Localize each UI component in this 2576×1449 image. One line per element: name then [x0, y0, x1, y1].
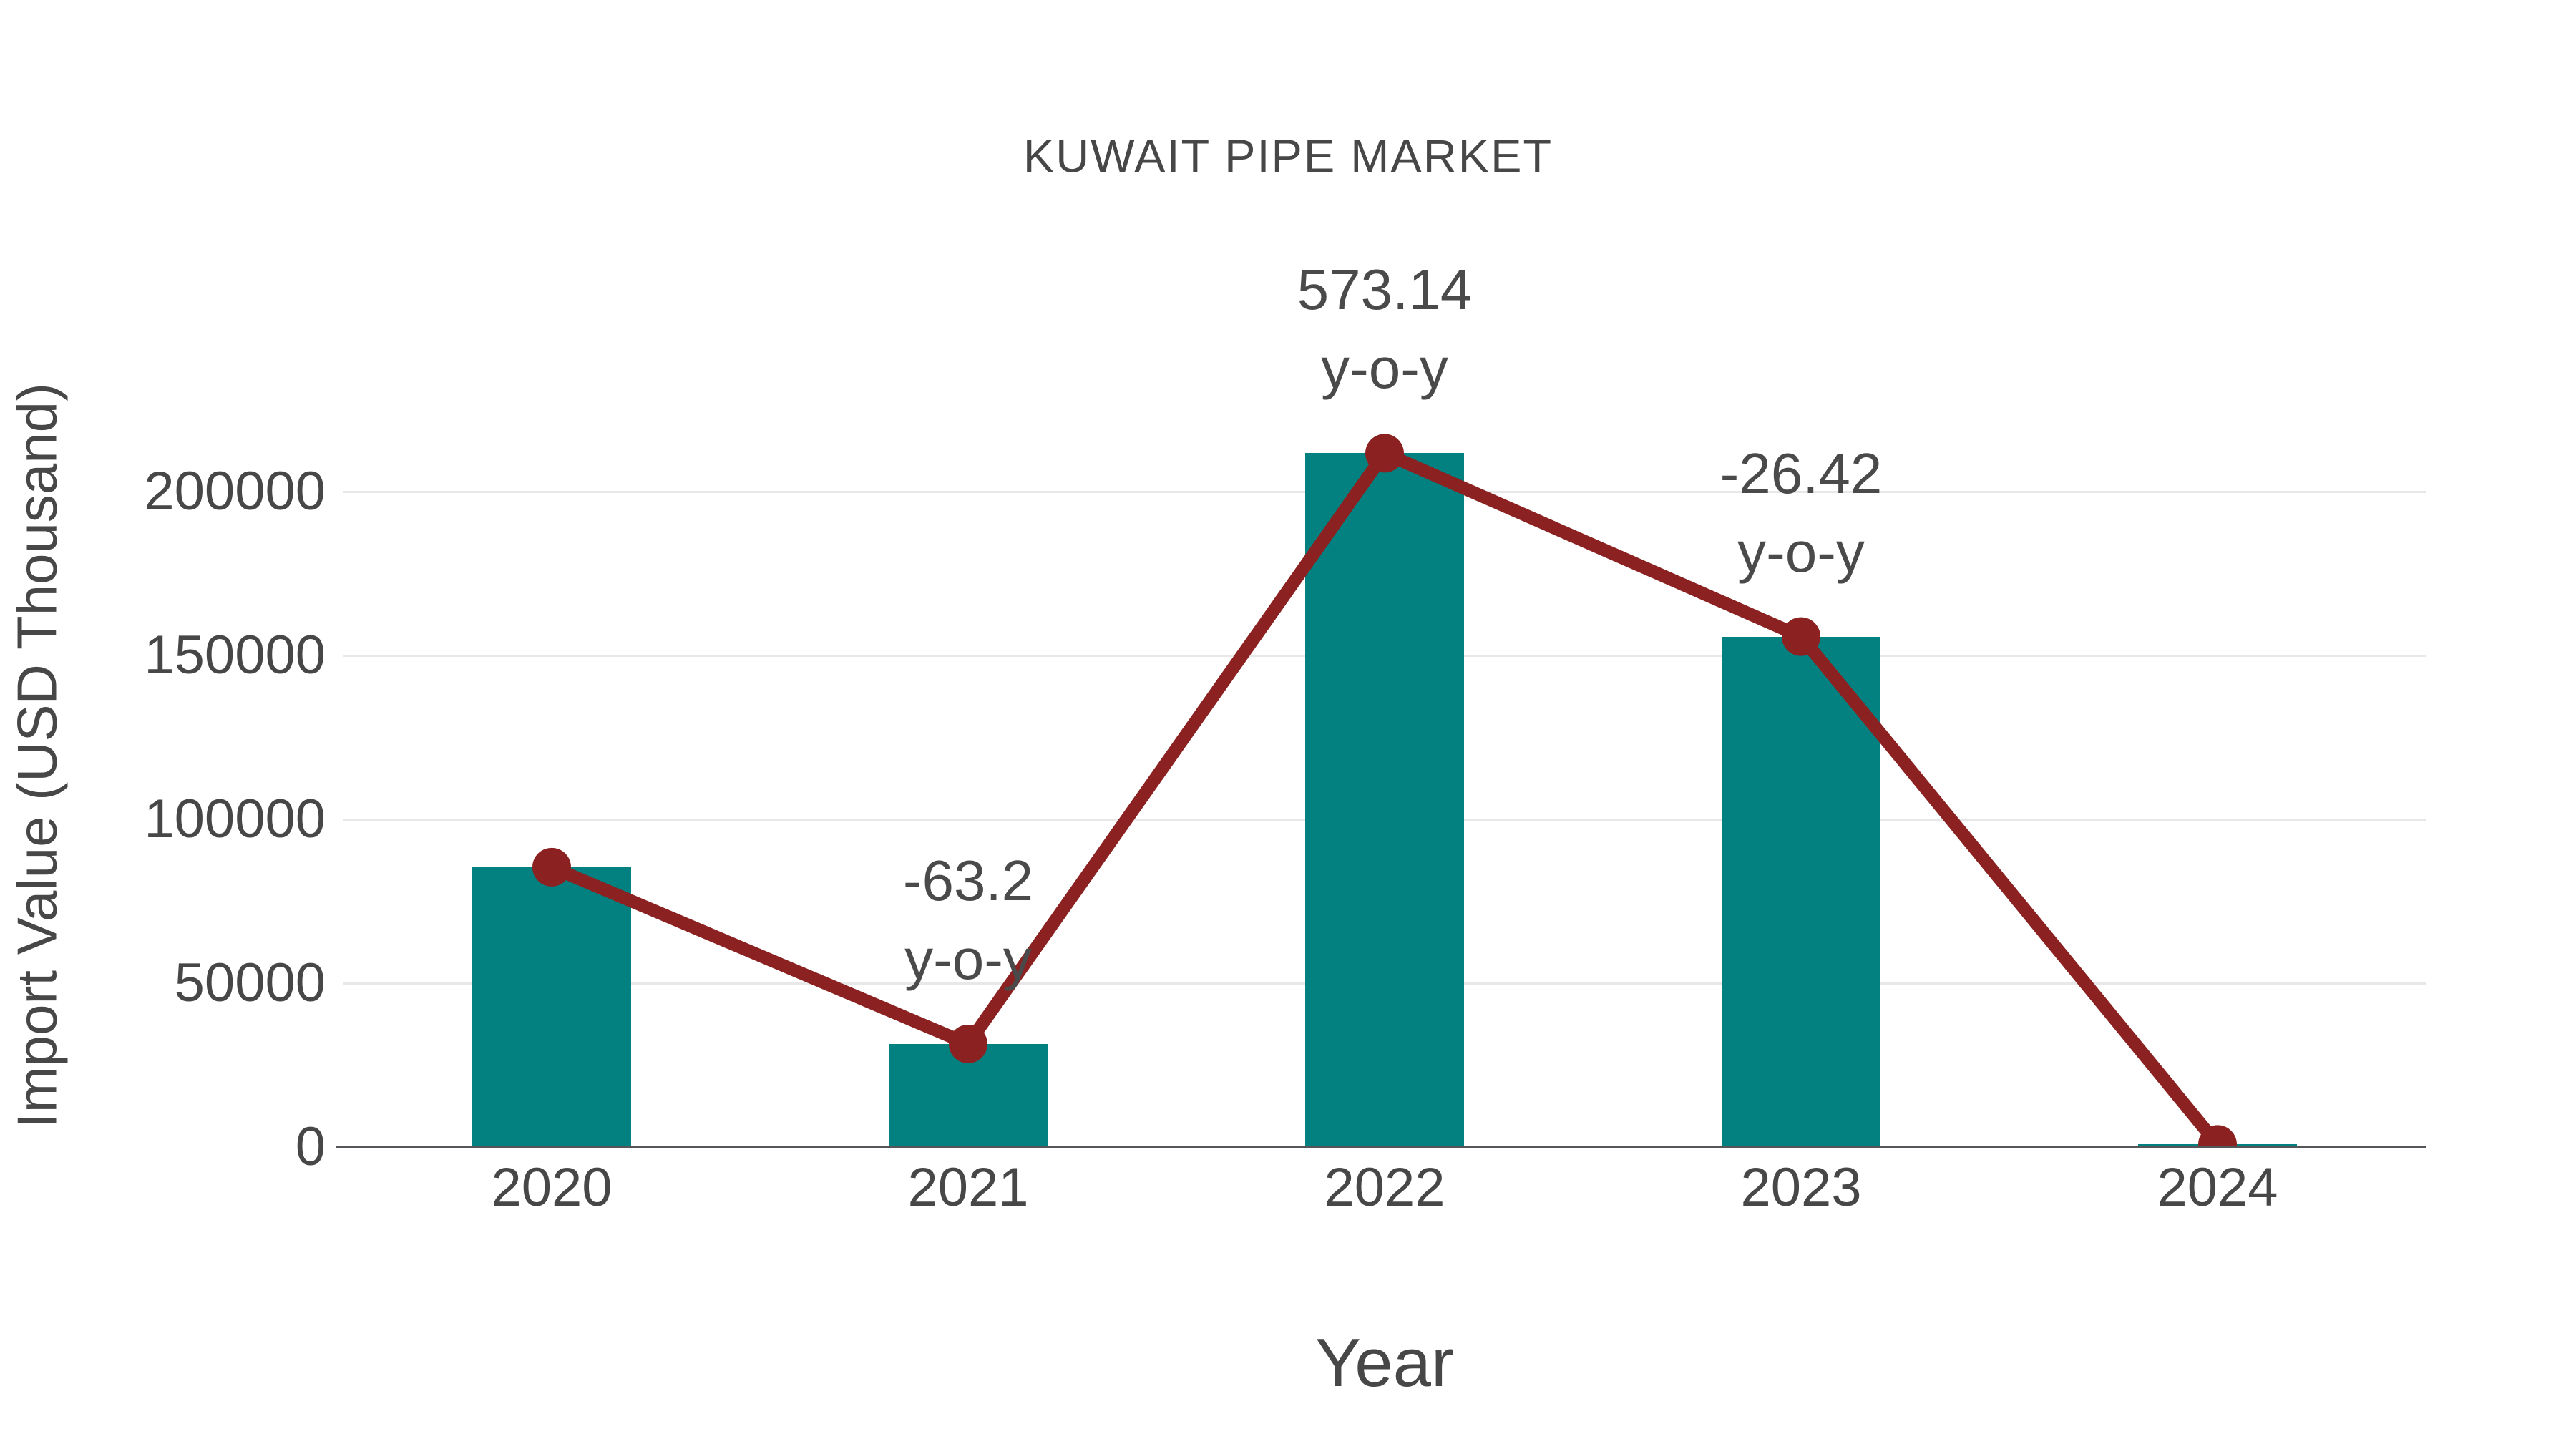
x-tick-label: 2023 — [1740, 1157, 1862, 1218]
data-point-marker — [1365, 434, 1404, 473]
x-tick-label: 2024 — [2157, 1157, 2278, 1218]
annotation-sub: y-o-y — [1737, 519, 1865, 584]
data-point-marker — [1782, 617, 1820, 656]
x-tick-label: 2021 — [907, 1157, 1029, 1218]
bar — [1305, 453, 1464, 1147]
y-tick-label: 100000 — [144, 789, 326, 849]
bar — [1722, 636, 1880, 1147]
x-axis-line — [336, 1146, 2426, 1148]
data-point-marker — [949, 1024, 987, 1063]
x-axis-title: Year — [1315, 1324, 1454, 1401]
bar — [472, 867, 631, 1147]
y-tick-label: 150000 — [144, 625, 326, 686]
data-point-marker — [532, 847, 571, 887]
y-tick-label: 200000 — [144, 461, 326, 522]
annotation-value: 573.14 — [1297, 258, 1473, 322]
annotation-sub: y-o-y — [904, 927, 1032, 991]
trend-line-svg — [532, 434, 2237, 1147]
x-tick-label: 2020 — [491, 1157, 613, 1218]
x-tick-label: 2022 — [1324, 1157, 1445, 1218]
annotation-value: -26.42 — [1719, 441, 1883, 505]
y-tick-label: 50000 — [174, 952, 326, 1013]
annotation-value: -63.2 — [902, 848, 1034, 912]
chart-title: KUWAIT PIPE MARKET — [1023, 130, 1553, 182]
annotation-sub: y-o-y — [1321, 336, 1448, 401]
data-point-marker — [2198, 1125, 2237, 1147]
y-tick-label: 0 — [295, 1116, 326, 1177]
